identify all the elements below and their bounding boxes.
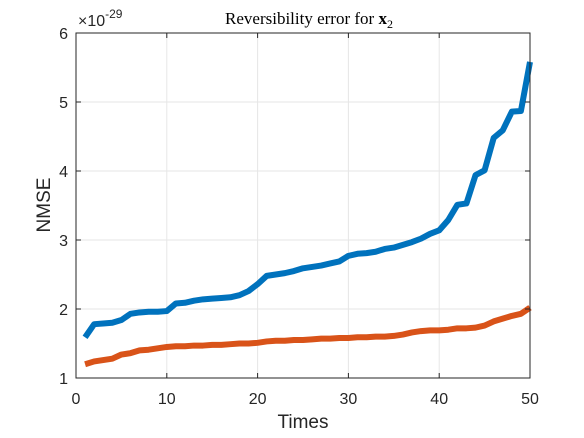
y-tick-label: 1 bbox=[59, 371, 68, 388]
chart-title-subscript: 2 bbox=[387, 17, 393, 31]
series-line-1 bbox=[82, 61, 533, 339]
x-tick-label: 10 bbox=[158, 391, 176, 408]
y-tick-label: 3 bbox=[59, 233, 68, 250]
x-axis-label: Times bbox=[277, 412, 328, 433]
y-exponent-base: ×10 bbox=[78, 13, 105, 30]
y-axis-exponent: ×10-29 bbox=[78, 7, 123, 30]
y-axis-label: NMSE bbox=[34, 178, 55, 233]
x-tick-label: 0 bbox=[72, 391, 81, 408]
y-tick-label: 6 bbox=[59, 26, 68, 43]
y-tick-label: 2 bbox=[59, 302, 68, 319]
x-tick-label: 40 bbox=[430, 391, 448, 408]
x-tick-label: 50 bbox=[521, 391, 539, 408]
chart-title: Reversibility error for x2 bbox=[225, 9, 393, 31]
series-lines bbox=[82, 61, 533, 368]
x-tick-label: 20 bbox=[249, 391, 267, 408]
chart-title-prefix: Reversibility error for bbox=[225, 9, 378, 28]
y-axis-ticks: 1 2 3 4 5 6 bbox=[59, 26, 530, 388]
y-tick-label: 4 bbox=[59, 164, 68, 181]
x-axis-ticks: 0 10 20 30 40 50 bbox=[72, 33, 539, 408]
x-tick-label: 30 bbox=[340, 391, 358, 408]
y-tick-label: 5 bbox=[59, 95, 68, 112]
y-exponent-power: -29 bbox=[105, 7, 123, 21]
axes-box bbox=[75, 32, 531, 379]
series-line-2 bbox=[84, 305, 532, 368]
chart-title-variable: x bbox=[378, 9, 387, 28]
